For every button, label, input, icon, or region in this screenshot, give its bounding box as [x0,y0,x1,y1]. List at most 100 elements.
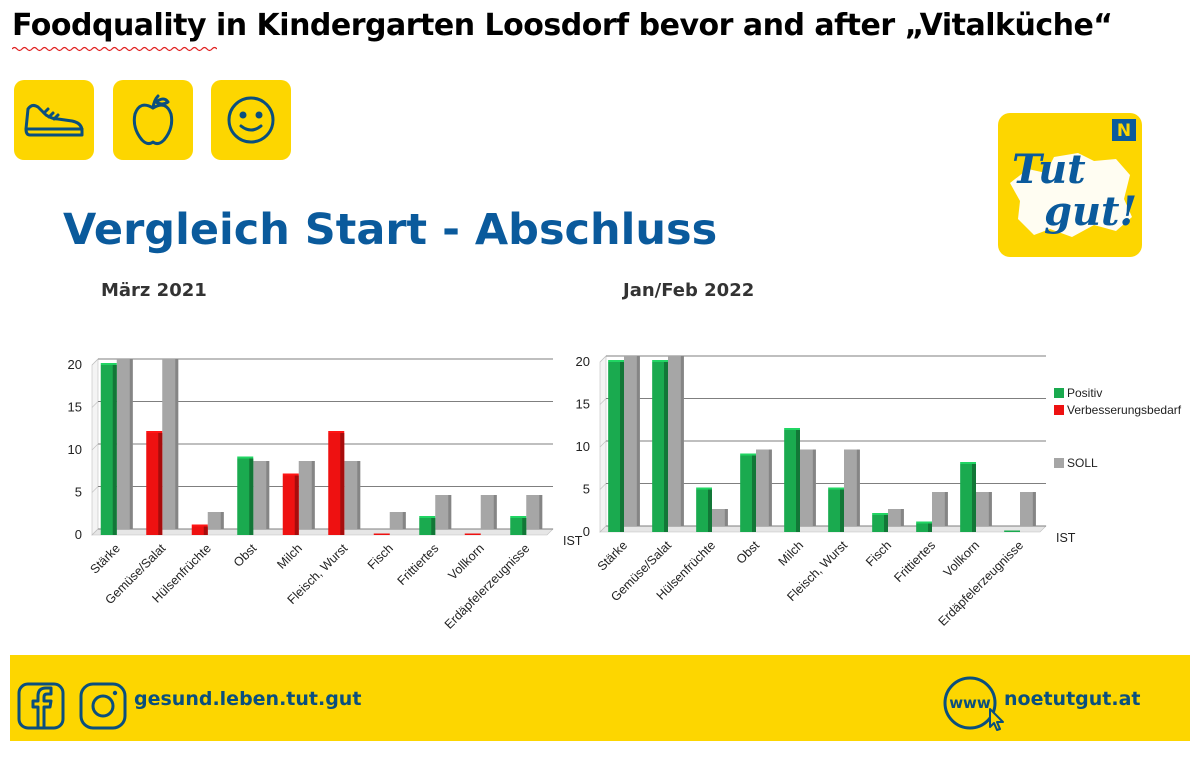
running-shoe-icon [14,80,94,160]
x-category-label: Fisch [365,541,396,572]
y-tick-label: 0 [75,527,82,542]
bar-soll [344,461,361,529]
gridline-connector [91,358,99,366]
bar-ist-shade [112,365,117,535]
gridline-connector [91,486,99,493]
gridline-connector [599,398,607,405]
bar-soll [844,449,860,526]
smiley-icon [211,80,291,160]
bar-ist-top [237,456,254,459]
social-handle-link[interactable]: gesund.leben.tut.gut [134,688,362,710]
bar-soll [253,461,270,529]
bar-soll-shade [680,356,684,526]
bar-ist-top [960,462,976,464]
x-category-label: Fisch [863,538,894,569]
bar-soll [480,495,497,529]
bar-ist-top [328,431,345,433]
legend-label: Verbesserungsbedarf [1067,403,1182,417]
legend-swatch [1054,458,1064,468]
bar-soll-shade [311,461,315,529]
bar-soll-shade [636,356,640,526]
x-category-label: Milch [274,541,305,572]
footer-bar: gesund.leben.tut.gut www noetutgut.at [10,655,1190,741]
bar-soll-shade [856,449,860,526]
facebook-icon[interactable] [16,681,66,731]
bar-ist-top [784,428,800,430]
bar-ist-shade [158,433,163,535]
bar-ist-zero [464,533,481,535]
y-tick-label: 0 [583,524,590,539]
bar-soll [976,492,992,526]
y-tick-label: 15 [576,397,590,412]
bar-soll [389,512,406,529]
bar-soll [756,449,772,526]
bar-ist-shade [203,526,208,535]
bar-ist-shade [249,458,254,535]
bar-ist-top [696,487,712,490]
spellcheck-underline [12,46,217,52]
bar-ist-shade [752,455,756,532]
bar-ist-shade [708,489,712,532]
x-category-label: Obst [734,538,763,567]
gridline-connector [91,443,99,451]
bar-soll [116,359,133,529]
x-category-label: Stärke [87,541,122,576]
bar-ist-top [872,513,888,515]
bar-ist-shade [972,464,976,532]
bar-soll-shade [724,509,728,526]
bar-ist-shade [294,475,299,535]
bar-soll-shade [266,461,270,529]
bar-ist-shade [431,518,436,535]
legend-label: Positiv [1067,386,1102,400]
bar-ist-shade [840,489,844,532]
slide-heading: Vergleich Start - Abschluss [63,205,718,255]
bar-soll-shade [493,495,497,529]
bar-ist-shade [522,518,527,535]
y-tick-label: 10 [68,442,82,457]
web-cursor-icon[interactable]: www [942,675,1006,731]
bar-ist-shade [884,515,888,532]
bar-ist-shade [620,362,624,532]
website-link[interactable]: noetutgut.at [1004,688,1141,710]
bar-soll [207,512,224,529]
logo-line-1: Tut [1012,146,1086,193]
bar-soll-shade [220,512,224,529]
page-title: Foodquality in Kindergarten Loosdorf bev… [12,8,1113,43]
bar-soll [888,509,904,526]
apple-icon [113,80,193,160]
bar-soll-shade [988,492,992,526]
gridline-connector [599,440,607,448]
y-tick-label: 20 [68,357,82,372]
bar-soll [668,356,684,526]
period-right-label: Jan/Feb 2022 [623,280,755,301]
www-label: www [949,694,991,712]
y-tick-label: 20 [576,354,590,369]
bar-soll [1020,492,1036,526]
y-tick-label: 5 [583,482,590,497]
x-category-label: Erdäpfelerzeugnisse [442,541,533,632]
bar-ist-shade [928,523,932,532]
bar-ist-shade [340,433,345,535]
bar-ist [191,526,208,535]
y-tick-label: 5 [75,485,82,500]
x-category-label: Frittiertes [395,541,442,588]
y-tick-label: 15 [68,400,82,415]
bar-ist-top [282,473,299,476]
bar-ist-top [419,516,436,518]
bar-soll [162,359,179,529]
bar-soll [712,509,728,526]
legend-label: SOLL [1067,456,1098,470]
bar-soll [298,461,315,529]
bar-soll-shade [402,512,406,529]
x-category-label: Frittiertes [891,538,938,585]
x-category-label: Erdäpfelerzeugnisse [936,538,1027,629]
bar-soll-shade [1032,492,1036,526]
bar-soll-shade [812,449,816,526]
bar-ist-top [510,516,527,518]
bar-ist-top [100,363,117,365]
instagram-icon[interactable] [78,681,128,731]
bar-soll-shade [900,509,904,526]
series-label-ist: IST [1056,531,1076,545]
bar-ist-top [146,431,163,433]
